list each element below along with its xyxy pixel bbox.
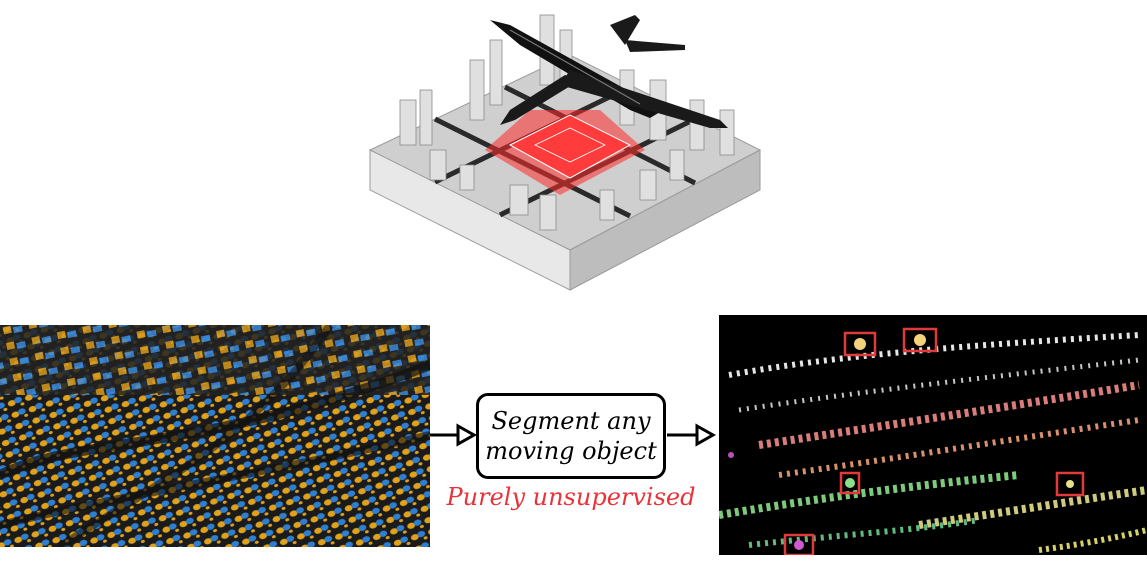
airplane-icon xyxy=(490,15,728,128)
caption: Purely unsupervised xyxy=(446,483,696,511)
arrow-to-result xyxy=(667,423,717,447)
moving-object-box xyxy=(839,471,861,495)
moving-object-box xyxy=(1055,471,1085,497)
buildings xyxy=(399,14,735,231)
segmentation-panel xyxy=(719,315,1147,555)
process-box-line1: Segment any xyxy=(491,407,651,435)
arrow-to-process xyxy=(430,423,478,447)
moving-object-box xyxy=(783,533,815,555)
moving-object-box xyxy=(843,331,877,357)
process-box: Segment any moving object xyxy=(476,393,666,479)
moving-object-box xyxy=(902,327,938,353)
process-box-line2: moving object xyxy=(485,437,657,465)
scan-target-area xyxy=(508,114,632,179)
event-pointcloud-panel xyxy=(0,325,430,547)
airplane-city-illustration xyxy=(368,14,762,291)
